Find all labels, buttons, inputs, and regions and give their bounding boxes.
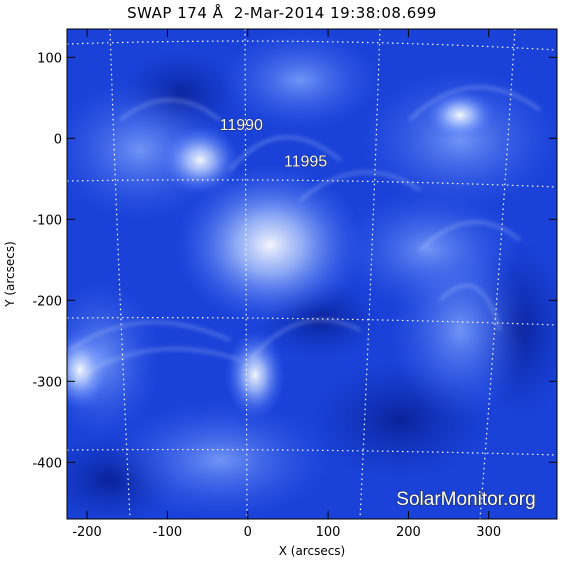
solarmonitor-watermark: SolarMonitor.org	[396, 489, 535, 510]
x-tick-label: 200	[396, 525, 421, 540]
x-tick-label: 0	[244, 525, 252, 540]
x-axis-ticks: -200 -100 0 100 200 300	[72, 29, 501, 540]
y-tick-label: -100	[32, 213, 62, 228]
x-axis-title: X (arcsecs)	[279, 544, 346, 558]
y-tick-label: -400	[32, 456, 62, 471]
solar-corona-image	[67, 29, 557, 519]
y-axis-ticks: 100 0 -100 -200 -300 -400	[32, 51, 557, 471]
x-tick-label: 100	[316, 525, 341, 540]
y-tick-label: 0	[54, 132, 62, 147]
y-tick-label: 100	[37, 51, 62, 66]
image-title: SWAP 174 Å 2-Mar-2014 19:38:08.699	[127, 4, 437, 22]
x-tick-label: -100	[153, 525, 183, 540]
active-region-labels: 11990 11995	[219, 117, 327, 171]
x-tick-label: -200	[72, 525, 102, 540]
active-region-label: 11990	[220, 117, 263, 134]
plot-frame	[66, 28, 558, 520]
y-tick-label: -200	[32, 294, 62, 309]
x-tick-label: 300	[476, 525, 501, 540]
y-axis-title: Y (arcsecs)	[3, 241, 17, 308]
y-tick-label: -300	[32, 375, 62, 390]
active-region-label: 11995	[284, 154, 327, 171]
